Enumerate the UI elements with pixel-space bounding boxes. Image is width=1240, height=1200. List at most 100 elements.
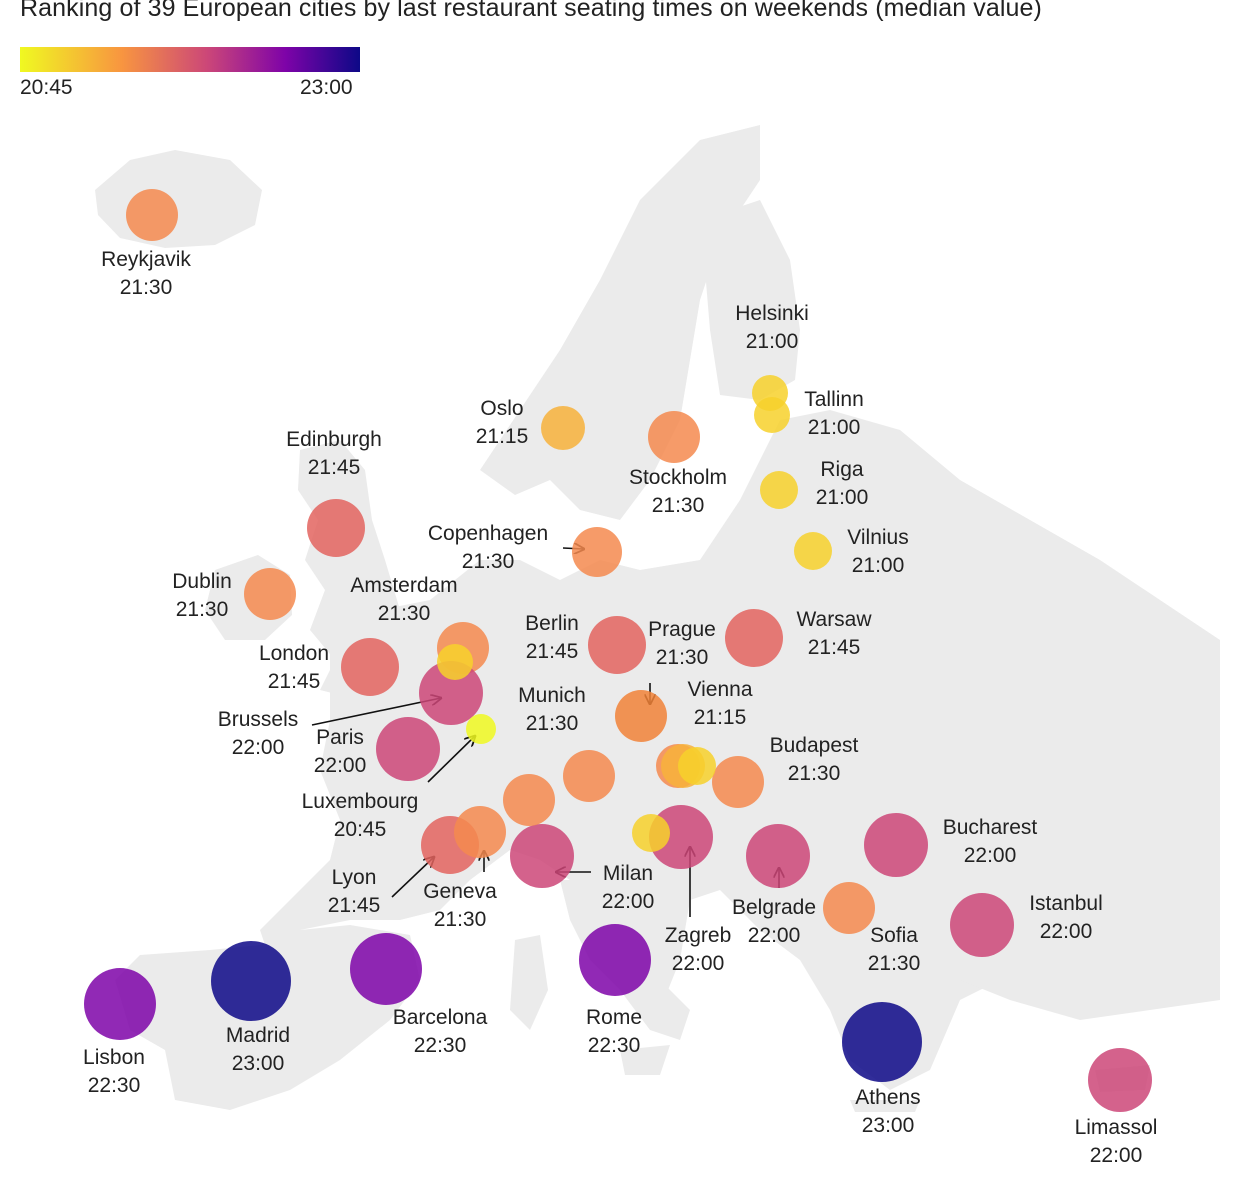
warsaw-bubble (725, 609, 783, 667)
lisbon-time-label: 22:30 (88, 1074, 141, 1097)
copenhagen-bubble (572, 527, 622, 577)
extra-city-bubble (678, 747, 716, 785)
bucharest-bubble (864, 813, 928, 877)
dublin-name-label: Dublin (172, 570, 232, 593)
london-time-label: 21:45 (268, 670, 321, 693)
prague-name-label: Prague (648, 618, 716, 641)
vilnius-time-label: 21:00 (852, 554, 905, 577)
rome-bubble (579, 924, 651, 996)
warsaw-time-label: 21:45 (808, 636, 861, 659)
crete-landmass (850, 1100, 920, 1112)
london-name-label: London (259, 642, 329, 665)
dublin-time-label: 21:30 (176, 598, 229, 621)
edinburgh-name-label: Edinburgh (286, 428, 382, 451)
sofia-time-label: 21:30 (868, 952, 921, 975)
istanbul-name-label: Istanbul (1029, 892, 1103, 915)
tallinn-bubble (754, 397, 790, 433)
vilnius-name-label: Vilnius (847, 526, 908, 549)
zagreb-name-label: Zagreb (665, 924, 732, 947)
berlin-bubble (588, 616, 646, 674)
lisbon-name-label: Lisbon (83, 1046, 145, 1069)
oslo-time-label: 21:15 (476, 425, 529, 448)
helsinki-name-label: Helsinki (735, 302, 809, 325)
milan-bubble (510, 824, 574, 888)
brussels-time-label: 22:00 (232, 736, 285, 759)
brussels-name-label: Brussels (218, 708, 299, 731)
berlin-time-label: 21:45 (526, 640, 579, 663)
lisbon-bubble (84, 968, 156, 1040)
riga-time-label: 21:00 (816, 486, 869, 509)
rome-time-label: 22:30 (588, 1034, 641, 1057)
lyon-name-label: Lyon (332, 866, 377, 889)
edinburgh-time-label: 21:45 (308, 456, 361, 479)
vienna-name-label: Vienna (687, 678, 752, 701)
sofia-bubble (823, 882, 875, 934)
brussels-bubble (419, 661, 483, 725)
budapest-time-label: 21:30 (788, 762, 841, 785)
vienna-bubble (615, 690, 667, 742)
limassol-time-label: 22:00 (1090, 1144, 1143, 1167)
tallinn-name-label: Tallinn (804, 388, 864, 411)
vienna-time-label: 21:15 (694, 706, 747, 729)
munich-name-label: Munich (518, 684, 586, 707)
luxembourg-name-label: Luxembourg (302, 790, 419, 813)
london-bubble (341, 638, 399, 696)
milan-time-label: 22:00 (602, 890, 655, 913)
barcelona-bubble (350, 933, 422, 1005)
reykjavik-name-label: Reykjavik (101, 248, 191, 271)
iberia-landmass (115, 925, 420, 1110)
turkey-landmass (940, 860, 1220, 1020)
edinburgh-bubble (307, 499, 365, 557)
athens-time-label: 23:00 (862, 1114, 915, 1137)
iceland-landmass (95, 150, 262, 248)
barcelona-name-label: Barcelona (393, 1006, 488, 1029)
extra-city-bubble (632, 814, 670, 852)
copenhagen-name-label: Copenhagen (428, 522, 548, 545)
paris-time-label: 22:00 (314, 754, 367, 777)
extra-city-bubble (503, 774, 555, 826)
bucharest-name-label: Bucharest (943, 816, 1038, 839)
city-bubbles (84, 189, 1152, 1112)
paris-bubble (376, 717, 440, 781)
budapest-name-label: Budapest (770, 734, 859, 757)
madrid-bubble (211, 941, 291, 1021)
paris-name-label: Paris (316, 726, 364, 749)
dublin-bubble (244, 568, 296, 620)
finland-landmass (700, 200, 800, 400)
sardinia-landmass (510, 935, 548, 1030)
city-labels: Reykjavik 21:30 Helsinki 21:00 Tallinn 21:00 O… (83, 248, 1157, 1167)
stockholm-time-label: 21:30 (652, 494, 705, 517)
limassol-bubble (1088, 1048, 1152, 1112)
vilnius-bubble (794, 532, 832, 570)
madrid-time-label: 23:00 (232, 1052, 285, 1075)
geneva-time-label: 21:30 (434, 908, 487, 931)
amsterdam-time-label: 21:30 (378, 602, 431, 625)
istanbul-time-label: 22:00 (1040, 920, 1093, 943)
tallinn-time-label: 21:00 (808, 416, 861, 439)
geneva-name-label: Geneva (423, 880, 497, 903)
brussels-arrow (311, 698, 441, 726)
lyon-arrow (391, 857, 434, 898)
riga-name-label: Riga (820, 458, 864, 481)
luxembourg-bubble (466, 714, 496, 744)
lyon-time-label: 21:45 (328, 894, 381, 917)
riga-bubble (760, 471, 798, 509)
luxembourg-arrow (427, 736, 475, 783)
legend-max-label: 23:00 (300, 76, 353, 99)
helsinki-time-label: 21:00 (746, 330, 799, 353)
zagreb-time-label: 22:00 (672, 952, 725, 975)
belgrade-bubble (746, 824, 810, 888)
berlin-name-label: Berlin (525, 612, 579, 635)
rome-name-label: Rome (586, 1006, 642, 1029)
chart-title: Ranking of 39 European cities by last re… (20, 0, 1042, 22)
stockholm-name-label: Stockholm (629, 466, 727, 489)
istanbul-bubble (950, 893, 1014, 957)
leader-arrows (311, 548, 779, 917)
color-legend-bar (20, 47, 360, 72)
legend-min-label: 20:45 (20, 76, 73, 99)
reykjavik-time-label: 21:30 (120, 276, 173, 299)
munich-time-label: 21:30 (526, 712, 579, 735)
sicily-landmass (620, 1045, 670, 1075)
oslo-bubble (541, 406, 585, 450)
